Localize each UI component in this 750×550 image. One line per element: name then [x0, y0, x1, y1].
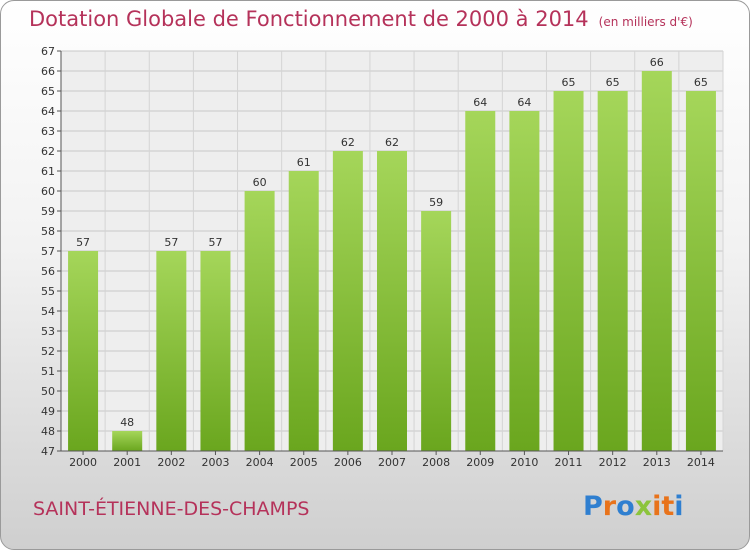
y-tick-label: 62 [41, 145, 55, 158]
chart-title-text: Dotation Globale de Fonctionnement de 20… [29, 7, 589, 31]
bar-2002 [156, 251, 187, 451]
value-label: 57 [164, 236, 178, 249]
value-label: 65 [606, 76, 620, 89]
bar-2004 [244, 191, 275, 451]
value-label: 64 [473, 96, 487, 109]
x-tick-label: 2014 [687, 456, 715, 469]
logo-letter: x [634, 491, 653, 522]
value-label: 57 [76, 236, 90, 249]
bar-2012 [597, 91, 628, 451]
value-label: 59 [429, 196, 443, 209]
y-tick-label: 52 [41, 345, 55, 358]
x-tick-label: 2004 [246, 456, 274, 469]
y-tick-label: 51 [41, 365, 55, 378]
logo-letter: r [602, 491, 617, 522]
y-tick-label: 61 [41, 165, 55, 178]
logo-letter: i [674, 491, 684, 522]
logo-letter: P [583, 491, 603, 522]
x-tick-label: 2002 [157, 456, 185, 469]
y-tick-label: 47 [41, 445, 55, 458]
proxiti-logo: Proxiti [583, 491, 684, 522]
x-tick-label: 2011 [555, 456, 583, 469]
value-label: 57 [208, 236, 222, 249]
value-label: 61 [297, 156, 311, 169]
x-tick-label: 2005 [290, 456, 318, 469]
value-label: 48 [120, 416, 134, 429]
x-tick-label: 2008 [422, 456, 450, 469]
x-tick-label: 2006 [334, 456, 362, 469]
x-tick-label: 2012 [599, 456, 627, 469]
bar-2001 [112, 431, 143, 451]
y-tick-label: 67 [41, 45, 55, 58]
y-tick-label: 56 [41, 265, 55, 278]
bar-2014 [685, 91, 716, 451]
logo-letter: o [616, 491, 635, 522]
value-label: 62 [385, 136, 399, 149]
y-tick-label: 59 [41, 205, 55, 218]
y-tick-label: 48 [41, 425, 55, 438]
y-tick-label: 57 [41, 245, 55, 258]
axes: 47 48 49 50 51 52 53 54 55 56 57 58 59 60 61 62 63 64 65 66… [41, 45, 723, 469]
bar-2003 [200, 251, 231, 451]
y-tick-label: 50 [41, 385, 55, 398]
y-tick-label: 54 [41, 305, 55, 318]
y-tick-label: 66 [41, 65, 55, 78]
y-tick-label: 55 [41, 285, 55, 298]
value-label: 64 [517, 96, 531, 109]
bar-2011 [553, 91, 584, 451]
chart-title: Dotation Globale de Fonctionnement de 20… [29, 7, 693, 31]
bar-2006 [332, 151, 363, 451]
bar-2007 [377, 151, 407, 451]
y-tick-label: 60 [41, 185, 55, 198]
y-tick-label: 58 [41, 225, 55, 238]
logo-letter: i [652, 491, 662, 522]
bar-2013 [641, 71, 672, 451]
bar-2008 [421, 211, 452, 451]
x-tick-label: 2003 [201, 456, 229, 469]
x-tick-label: 2013 [643, 456, 671, 469]
bar-2000 [68, 251, 99, 451]
y-tick-label: 64 [41, 105, 55, 118]
logo-letter: t [661, 491, 675, 522]
bar-2010 [509, 111, 540, 451]
value-label: 60 [253, 176, 267, 189]
x-tick-label: 2001 [113, 456, 141, 469]
x-tick-label: 2010 [510, 456, 538, 469]
x-tick-label: 2000 [69, 456, 97, 469]
value-label: 66 [650, 56, 664, 69]
chart-unit: (en milliers d'€) [598, 15, 693, 29]
y-tick-label: 63 [41, 125, 55, 138]
x-tick-label: 2009 [466, 456, 494, 469]
bar-2005 [288, 171, 319, 451]
value-label: 65 [694, 76, 708, 89]
value-label: 65 [562, 76, 576, 89]
y-tick-label: 49 [41, 405, 55, 418]
commune-name: SAINT-ÉTIENNE-DES-CHAMPS [33, 498, 310, 520]
bars: 57 48 57 57 60 61 62 62 59 64 64 65 65 66 65 [68, 56, 716, 451]
value-label: 62 [341, 136, 355, 149]
x-tick-label: 2007 [378, 456, 406, 469]
bar-2009 [465, 111, 496, 451]
y-tick-label: 53 [41, 325, 55, 338]
y-tick-label: 65 [41, 85, 55, 98]
